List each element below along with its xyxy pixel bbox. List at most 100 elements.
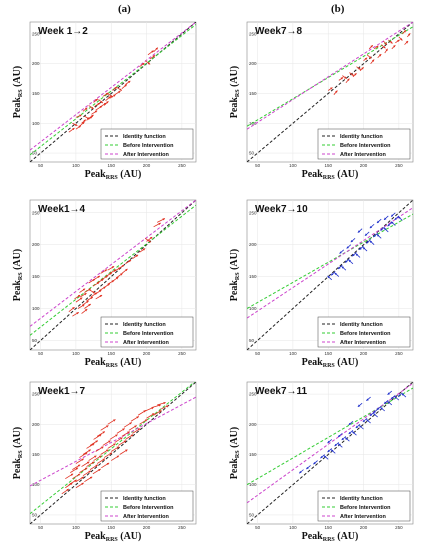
y-tick-label: 250	[249, 210, 257, 215]
change-arrow	[112, 86, 118, 91]
column-a-label: (a)	[118, 3, 131, 15]
change-arrow	[366, 54, 372, 59]
change-arrow	[96, 278, 104, 284]
change-arrow	[88, 114, 94, 119]
legend-box	[100, 316, 194, 348]
change-arrow	[74, 294, 81, 300]
y-tick-label: 250	[32, 31, 40, 36]
change-arrow	[160, 405, 169, 410]
panel-title: Week 1→2	[38, 26, 88, 37]
change-arrow	[125, 80, 131, 85]
legend-label: Identity function	[340, 496, 383, 502]
x-tick-label: 200	[360, 351, 368, 356]
change-arrow	[350, 238, 356, 243]
change-arrow	[337, 433, 343, 438]
x-axis-label: PeakRRS (AU)	[302, 357, 359, 369]
change-arrow	[75, 114, 82, 118]
change-arrow	[93, 98, 99, 103]
y-tick-label: 50	[32, 151, 38, 156]
change-arrow	[118, 440, 127, 446]
change-arrow	[88, 278, 96, 284]
legend-label: Before Intervention	[123, 505, 174, 511]
change-arrow	[121, 431, 130, 437]
x-tick-label: 200	[143, 525, 151, 530]
legend-label: Before Intervention	[340, 331, 391, 337]
change-arrow	[98, 99, 104, 104]
legend: Identity function Before Intervention Afte…	[100, 128, 194, 160]
change-arrow	[146, 236, 153, 242]
y-tick-label: 200	[32, 61, 40, 66]
change-arrow	[362, 417, 368, 423]
change-arrow	[111, 446, 120, 452]
y-axis-label: PeakRS (AU)	[12, 66, 24, 118]
change-arrow	[341, 436, 347, 441]
change-arrow	[88, 289, 96, 294]
change-arrow	[366, 419, 371, 424]
change-arrow	[344, 437, 350, 442]
x-tick-label: 50	[255, 525, 261, 530]
change-arrow	[116, 87, 123, 91]
after-line	[247, 22, 413, 130]
change-arrow	[94, 289, 102, 295]
change-arrow	[119, 449, 128, 455]
change-arrow	[109, 94, 116, 99]
change-arrow	[397, 216, 403, 221]
x-tick-label: 50	[38, 163, 44, 168]
change-arrow	[355, 253, 361, 258]
plot-area	[247, 200, 413, 350]
change-arrow	[103, 283, 111, 289]
x-axis-label: PeakRRS (AU)	[85, 531, 142, 543]
change-arrow	[100, 269, 108, 274]
y-tick-label: 100	[249, 482, 257, 487]
change-arrow	[103, 100, 109, 106]
legend-label: After Intervention	[340, 340, 386, 346]
y-tick-label: 250	[32, 210, 40, 215]
legend-label: After Intervention	[340, 152, 386, 158]
y-tick-label: 200	[32, 422, 40, 427]
identity-line	[30, 200, 196, 350]
x-tick-label: 150	[324, 351, 332, 356]
change-arrow	[147, 50, 154, 56]
change-arrow	[376, 234, 382, 239]
change-arrow	[109, 269, 117, 274]
change-arrow	[394, 396, 400, 401]
x-axis-label: PeakRRS (AU)	[302, 169, 359, 181]
x-axis-label: PeakRRS (AU)	[302, 531, 359, 543]
change-arrow	[94, 102, 101, 107]
identity-line	[247, 382, 413, 524]
change-arrow	[398, 36, 403, 41]
change-arrow	[105, 96, 111, 101]
after-line	[30, 396, 196, 487]
x-tick-label: 100	[72, 351, 80, 356]
change-arrow	[383, 215, 389, 221]
change-arrow	[370, 59, 375, 64]
y-tick-label: 250	[249, 31, 257, 36]
change-arrow	[88, 455, 97, 461]
x-axis-label: PeakRRS (AU)	[85, 169, 142, 181]
change-arrow	[383, 227, 389, 233]
x-tick-label: 150	[324, 163, 332, 168]
change-arrow	[390, 394, 396, 400]
y-tick-label: 100	[32, 121, 40, 126]
change-arrow	[139, 62, 145, 68]
chart-panel-2: 5010015020025050100150200250Week7→8PeakR…	[229, 21, 414, 181]
change-arrow	[81, 461, 90, 467]
change-arrow	[93, 434, 102, 440]
y-tick-label: 100	[32, 306, 40, 311]
change-arrow	[338, 77, 344, 81]
change-arrow	[132, 428, 141, 434]
change-arrow	[369, 240, 375, 245]
chart-panel-3: 50 100 150 200 25050100150200250Week1→4PeakR…	[12, 199, 197, 369]
change-arrow	[144, 60, 151, 65]
change-arrow	[345, 78, 350, 84]
y-tick-label: 250	[249, 392, 257, 397]
change-arrow	[139, 248, 146, 253]
change-arrow	[101, 462, 110, 469]
change-arrow	[84, 476, 93, 483]
y-tick-label: 250	[32, 392, 40, 397]
change-arrow	[156, 218, 166, 223]
legend-label: After Intervention	[340, 514, 386, 520]
change-arrow	[351, 431, 357, 436]
change-arrow	[123, 422, 132, 428]
before-line	[247, 213, 413, 309]
